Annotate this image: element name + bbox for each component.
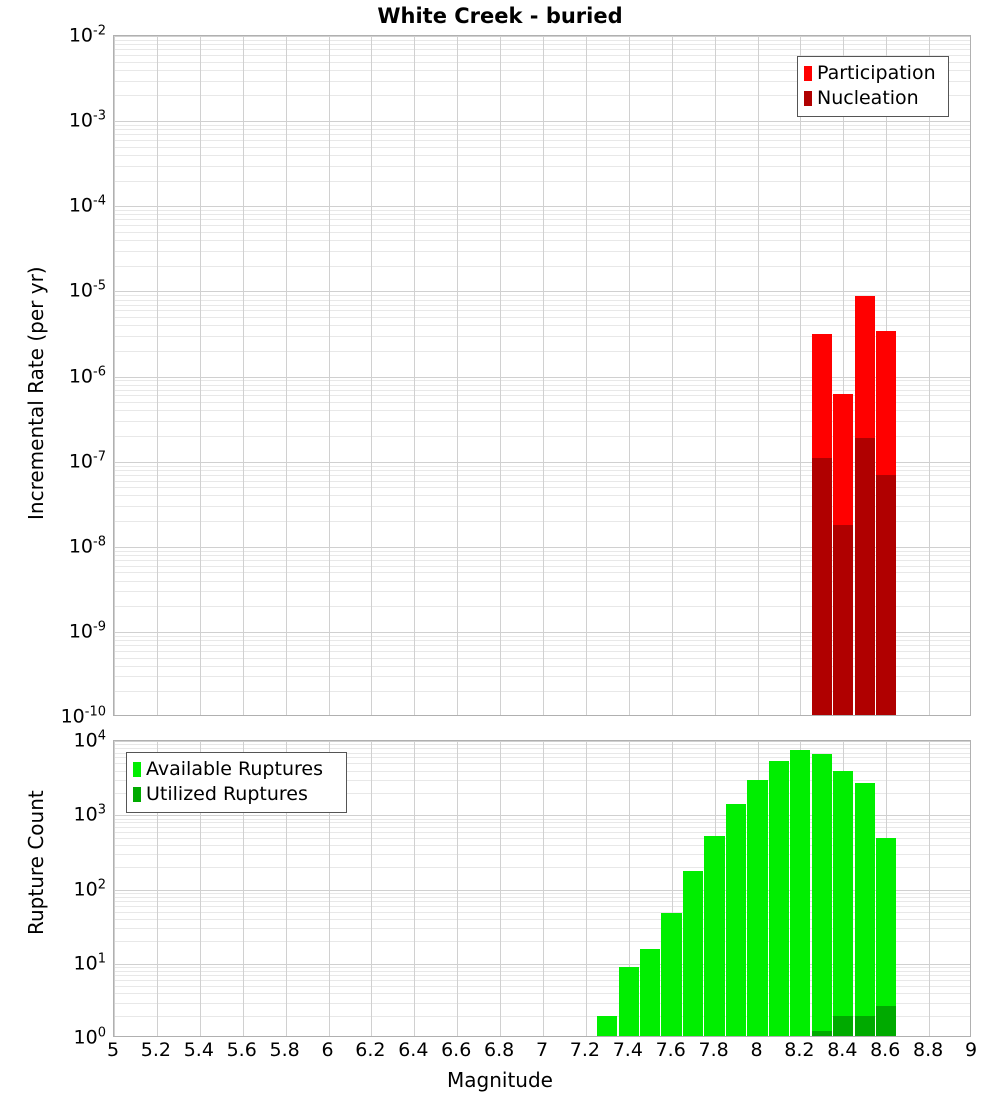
x-tick-label: 7.4 [612, 1039, 643, 1061]
y-tick-label: 104 [73, 728, 106, 752]
bar [682, 870, 704, 1036]
bottom-gridlines [114, 741, 970, 1036]
top-legend: Participation Nucleation [797, 56, 949, 117]
x-tick-label: 7.6 [655, 1039, 686, 1061]
bar [661, 913, 682, 1036]
bar [618, 967, 639, 1036]
x-tick-label: 8.2 [784, 1039, 815, 1061]
y-tick-label: 100 [73, 1025, 106, 1049]
y-tick-label: 10-8 [68, 534, 106, 558]
x-tick-label: 7.8 [698, 1039, 729, 1061]
bar [725, 804, 747, 1036]
y-tick-label: 10-7 [68, 448, 106, 473]
y-tick-label: 103 [73, 802, 106, 826]
rupture-count-plot [113, 740, 971, 1037]
x-tick-label: 8 [750, 1039, 763, 1061]
bar [704, 836, 725, 1036]
y-tick-label: 10-6 [68, 363, 106, 388]
legend-label: Participation [817, 62, 936, 84]
top-gridlines [114, 36, 970, 715]
legend-swatch-icon [133, 762, 141, 777]
top-legend-entry: Nucleation [804, 86, 940, 111]
y-tick-label: 101 [73, 951, 106, 975]
x-tick-label: 8.8 [912, 1039, 944, 1061]
x-tick-label: 8.4 [827, 1039, 858, 1061]
x-tick-label: 9 [964, 1039, 978, 1061]
x-tick-label: 6.8 [483, 1039, 515, 1061]
x-tick-label: 5.2 [140, 1039, 171, 1061]
bottom-legend-entry: Utilized Ruptures [133, 782, 338, 807]
bar [811, 754, 832, 1036]
x-axis-label: Magnitude [447, 1068, 553, 1092]
y-tick-label: 10-5 [68, 278, 106, 303]
y-tick-label: 10-2 [68, 23, 106, 47]
x-tick-label: 6.2 [355, 1039, 386, 1061]
bar [768, 760, 789, 1036]
top-bars-layer [114, 36, 970, 715]
x-tick-label: 5.4 [183, 1039, 214, 1061]
incremental-rate-plot [113, 35, 971, 716]
bar [875, 474, 897, 715]
legend-swatch-icon [804, 66, 812, 81]
bar [854, 1015, 875, 1036]
x-tick-label: 5.8 [269, 1039, 300, 1061]
x-tick-label: 8.6 [870, 1039, 901, 1061]
legend-label: Available Ruptures [146, 758, 323, 780]
top-y-axis-label: Incremental Rate (per yr) [24, 266, 48, 520]
y-tick-label: 10-10 [60, 704, 106, 728]
bar [875, 837, 897, 1036]
bottom-legend: Available Ruptures Utilized Ruptures [126, 752, 347, 813]
bar [640, 948, 661, 1036]
x-tick-label: 7 [535, 1039, 549, 1061]
y-tick-label: 10-4 [68, 193, 106, 217]
bottom-bars-layer [114, 741, 970, 1036]
bar [875, 1005, 897, 1036]
bar [811, 458, 832, 715]
bar [854, 437, 875, 715]
y-tick-label: 102 [73, 876, 106, 901]
x-tick-label: 6 [321, 1039, 334, 1061]
legend-label: Utilized Ruptures [146, 783, 308, 805]
x-tick-label: 6.6 [441, 1039, 472, 1061]
x-tick-label: 5.6 [226, 1039, 257, 1061]
bottom-y-axis-label: Rupture Count [24, 790, 48, 935]
legend-swatch-icon [133, 787, 141, 802]
page-title: White Creek - buried [377, 4, 623, 28]
bar [833, 1015, 854, 1036]
bar [833, 770, 854, 1036]
bar [811, 1030, 832, 1036]
bar [790, 749, 811, 1036]
bottom-legend-entry: Available Ruptures [133, 757, 338, 782]
x-tick-label: 6.4 [398, 1039, 429, 1061]
bar [747, 779, 768, 1036]
bar [854, 783, 875, 1036]
bar [833, 525, 854, 715]
y-tick-label: 10-9 [68, 619, 106, 643]
x-tick-label: 5 [106, 1039, 120, 1061]
legend-swatch-icon [804, 91, 812, 106]
legend-label: Nucleation [817, 87, 919, 109]
y-tick-label: 10-3 [68, 108, 106, 132]
top-legend-entry: Participation [804, 61, 940, 86]
bar [597, 1015, 618, 1036]
x-tick-label: 7.2 [569, 1039, 600, 1061]
